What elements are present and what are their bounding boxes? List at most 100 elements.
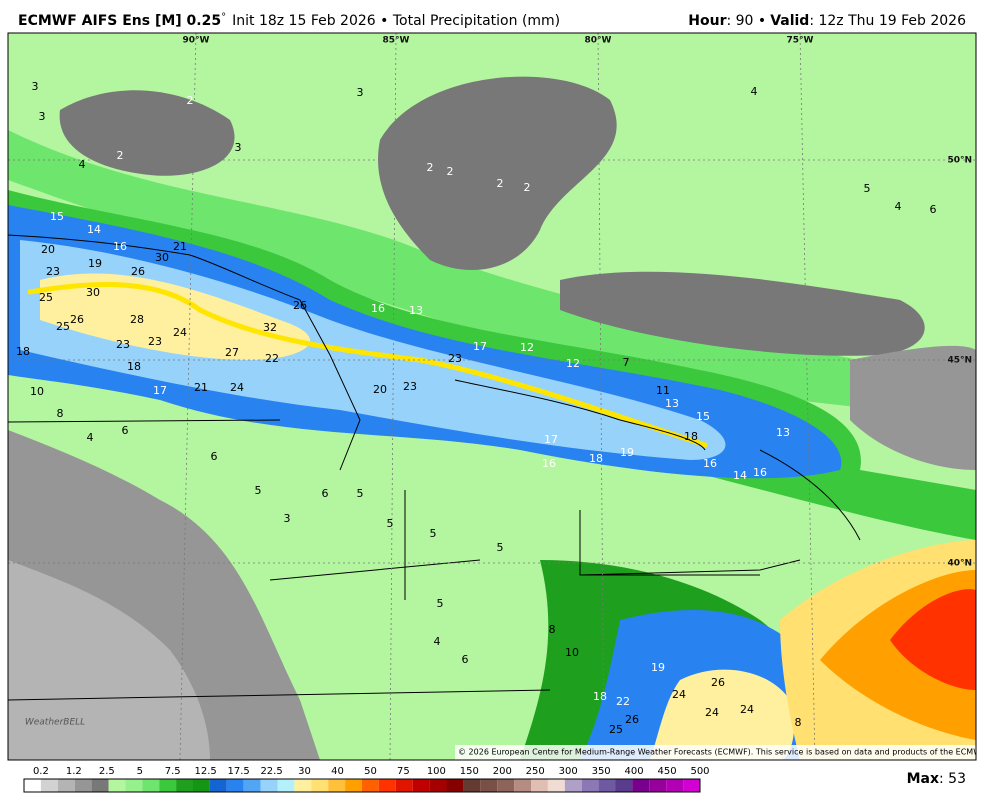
colorbar-label: 2.5 [99,766,115,777]
value-label: 30 [86,286,100,299]
colorbar-label: 300 [559,766,578,777]
value-label: 5 [430,527,437,540]
colorbar-swatch [345,779,362,792]
colorbar-label: 0.2 [33,766,49,777]
gray-area [8,560,210,760]
value-label: 12 [566,357,580,370]
colorbar-label: 250 [526,766,545,777]
colorbar-swatch [666,779,684,792]
colorbar-swatch [328,779,346,792]
colorbar-swatch [209,779,227,792]
credit: © 2026 European Centre for Medium-Range … [458,748,984,757]
title: ECMWF AIFS Ens [M] 0.25° Init 18z 15 Feb … [18,12,560,29]
value-label: 16 [371,302,385,315]
value-label: 19 [620,446,634,459]
colorbar-swatch [159,779,177,792]
colorbar-frame [23,778,701,793]
value-label: 25 [39,291,53,304]
value-label: 4 [895,200,902,213]
value-label: 26 [131,265,145,278]
colorbar-swatch [564,779,582,792]
longitude-label: 90°W [183,36,210,46]
value-label: 25 [609,723,623,736]
colorbar-swatch [311,779,329,792]
value-label: 24 [705,706,719,719]
value-label: 18 [684,430,698,443]
ocean-red [890,589,976,690]
colorbar-swatch [581,779,599,792]
value-label: 5 [255,484,262,497]
value-label: 23 [46,265,60,278]
colorbar-swatch [260,779,278,792]
colorbar-swatch [91,779,109,792]
colorbar-swatch [277,779,295,792]
value-label: 5 [387,517,394,530]
map-frame [7,32,977,761]
valid-value: : 12z Thu 19 Feb 2026 [809,13,966,29]
colorbar-swatch [514,779,531,792]
value-label: 14 [733,469,747,482]
colorbar-swatch [142,779,160,792]
value-label: 23 [148,335,162,348]
colorbar-swatch [226,779,244,792]
value-label: 18 [127,360,141,373]
value-label: 2 [187,94,194,107]
value-label: 23 [116,338,130,351]
value-label: 6 [122,424,129,437]
logo: WeatherBELL [25,718,85,728]
valid-label: Valid [770,13,809,29]
colorbar-label: 200 [493,766,512,777]
longitude-label: 75°W [787,36,814,46]
colorbar-swatch [40,779,58,792]
colorbar-swatch [378,779,396,792]
colorbar-swatch [74,779,92,792]
max-value: : 53 [939,771,966,787]
colorbar-swatch [395,779,413,792]
colorbar-label: 1.2 [66,766,82,777]
value-label: 2 [117,149,124,162]
value-label: 3 [39,110,46,123]
value-label: 13 [409,304,423,317]
value-label: 7 [623,356,630,369]
hour-value: : 90 • [726,13,766,29]
value-label: 8 [549,623,556,636]
colorbar-label: 12.5 [195,766,217,777]
value-label: 18 [16,345,30,358]
value-label: 27 [225,346,239,359]
colorbar-swatch [176,779,193,792]
colorbar-label: 400 [625,766,644,777]
gray-area [850,345,976,470]
gray-area [59,90,235,176]
colorbar-label: 100 [427,766,446,777]
longitude-label: 80°W [585,36,612,46]
colorbar-label: 350 [592,766,611,777]
value-label: 13 [776,426,790,439]
borders [8,234,861,701]
colorbar-swatch [125,779,143,792]
value-label: 18 [593,690,607,703]
degree: ° [221,12,226,23]
value-label: 2 [447,165,454,178]
yellow-area [40,273,311,360]
value-label: 5 [437,597,444,610]
value-label: 6 [462,653,469,666]
colorbar-swatch [649,779,667,792]
max-info: Max: 53 [907,771,966,787]
colorbar-swatch [193,779,210,792]
value-label: 5 [357,487,364,500]
value-label: 8 [57,407,64,420]
gray-area [560,271,925,356]
value-label: 23 [403,380,417,393]
value-label: 26 [625,713,639,726]
value-label: 17 [473,340,487,353]
value-label: 8 [795,716,802,729]
colorbar-label: 22.5 [260,766,282,777]
yellow-area [650,669,795,760]
colorbar-swatch [446,779,464,792]
value-label: 4 [79,158,86,171]
graticule [8,33,976,760]
value-label: 22 [265,352,279,365]
